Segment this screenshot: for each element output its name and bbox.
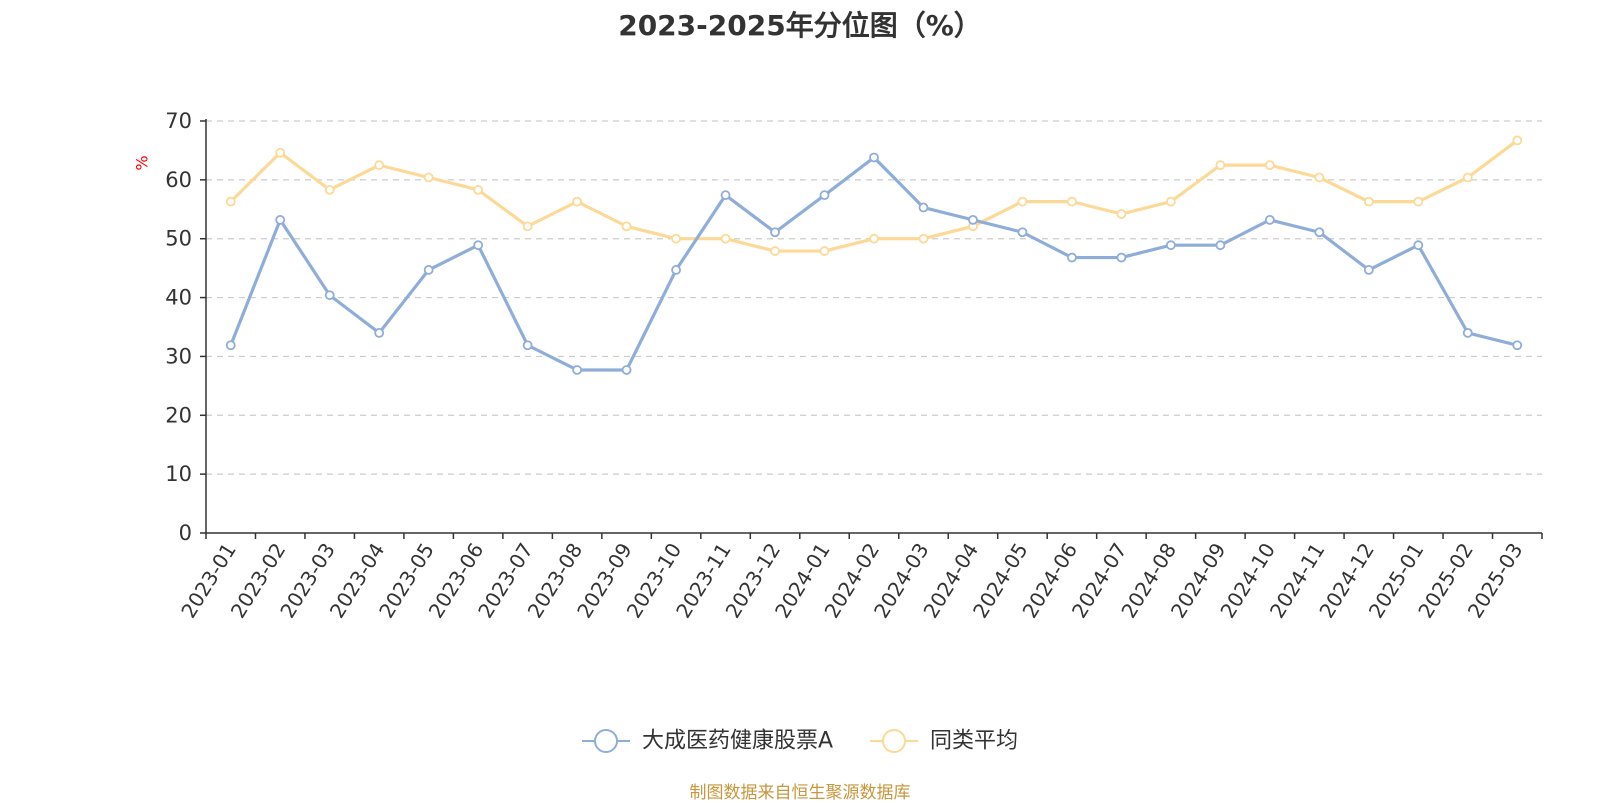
axes bbox=[200, 119, 1543, 539]
y-tick-label: 0 bbox=[179, 521, 192, 545]
data-point[interactable] bbox=[1512, 340, 1523, 351]
y-tick-label: 40 bbox=[165, 286, 192, 310]
data-point[interactable] bbox=[1116, 252, 1127, 263]
legend-label: 同类平均 bbox=[930, 729, 1018, 754]
data-point[interactable] bbox=[869, 233, 879, 244]
data-point[interactable] bbox=[770, 246, 780, 256]
data-point[interactable] bbox=[225, 340, 236, 351]
data-point[interactable] bbox=[1264, 160, 1275, 171]
data-point[interactable] bbox=[1215, 240, 1226, 251]
data-point[interactable] bbox=[473, 184, 484, 195]
legend-swatch-marker bbox=[882, 729, 906, 753]
data-point[interactable] bbox=[1264, 214, 1275, 225]
data-point[interactable] bbox=[324, 184, 335, 195]
data-point[interactable] bbox=[324, 290, 335, 301]
legend-swatch-marker bbox=[594, 729, 618, 753]
legend-item-2[interactable]: 同类平均 bbox=[870, 729, 1018, 754]
data-point[interactable] bbox=[1165, 196, 1176, 207]
data-point[interactable] bbox=[968, 214, 978, 225]
y-tick-label: 70 bbox=[165, 109, 192, 133]
y-tick-label: 10 bbox=[165, 462, 192, 486]
data-point[interactable] bbox=[671, 233, 681, 244]
data-point[interactable] bbox=[1462, 327, 1473, 338]
data-point[interactable] bbox=[522, 340, 533, 351]
data-point[interactable] bbox=[572, 365, 583, 375]
data-point[interactable] bbox=[423, 172, 434, 183]
y-tick-label: 20 bbox=[165, 403, 192, 427]
y-tick-labels: 0 10 20 30 40 50 60 70 bbox=[165, 109, 192, 545]
data-point[interactable] bbox=[1363, 265, 1374, 275]
y-axis-label: % bbox=[133, 155, 152, 170]
source-note: 制图数据来自恒生聚源数据库 bbox=[689, 783, 911, 803]
data-point[interactable] bbox=[1363, 196, 1374, 207]
data-point[interactable] bbox=[1017, 196, 1028, 207]
data-point[interactable] bbox=[473, 240, 484, 251]
data-point[interactable] bbox=[1413, 196, 1424, 207]
data-point[interactable] bbox=[374, 327, 385, 338]
data-point[interactable] bbox=[720, 233, 731, 244]
data-point[interactable] bbox=[918, 233, 929, 244]
data-point[interactable] bbox=[1067, 252, 1077, 263]
data-point[interactable] bbox=[225, 196, 236, 207]
data-point[interactable] bbox=[819, 246, 830, 256]
data-point[interactable] bbox=[275, 147, 286, 158]
data-point[interactable] bbox=[1017, 227, 1028, 238]
series bbox=[225, 135, 1523, 375]
y-tick-label: 60 bbox=[165, 168, 192, 192]
data-point[interactable] bbox=[819, 190, 830, 201]
series-2 bbox=[225, 135, 1523, 256]
data-point[interactable] bbox=[1314, 227, 1325, 238]
data-point[interactable] bbox=[522, 221, 533, 232]
data-point[interactable] bbox=[671, 265, 681, 275]
y-tick-label: 30 bbox=[165, 344, 192, 368]
data-point[interactable] bbox=[918, 202, 929, 213]
data-point[interactable] bbox=[1067, 196, 1077, 207]
data-point[interactable] bbox=[720, 190, 731, 201]
series-1 bbox=[225, 152, 1523, 375]
x-tick-labels: 2023-012023-022023-032023-042023-052023-… bbox=[176, 539, 1527, 623]
data-point[interactable] bbox=[1314, 172, 1325, 183]
data-point[interactable] bbox=[1165, 240, 1176, 251]
data-point[interactable] bbox=[1462, 172, 1473, 183]
legend-label: 大成医药健康股票A bbox=[642, 729, 833, 754]
data-point[interactable] bbox=[1215, 160, 1226, 171]
data-point[interactable] bbox=[1413, 240, 1424, 251]
data-point[interactable] bbox=[572, 196, 583, 207]
data-point[interactable] bbox=[1512, 135, 1523, 146]
series-line bbox=[229, 155, 1519, 372]
data-point[interactable] bbox=[621, 365, 632, 375]
y-tick-label: 50 bbox=[165, 227, 192, 251]
chart-title: 2023-2025年分位图（%） bbox=[618, 9, 982, 42]
data-point[interactable] bbox=[770, 227, 780, 238]
data-point[interactable] bbox=[374, 160, 385, 171]
legend-item-1[interactable]: 大成医药健康股票A bbox=[582, 729, 833, 754]
data-point[interactable] bbox=[621, 221, 632, 232]
data-point[interactable] bbox=[423, 265, 434, 275]
data-point[interactable] bbox=[275, 214, 286, 225]
legend[interactable]: 大成医药健康股票A 同类平均 bbox=[582, 729, 1018, 754]
data-point[interactable] bbox=[869, 152, 879, 163]
data-point[interactable] bbox=[1116, 209, 1127, 219]
